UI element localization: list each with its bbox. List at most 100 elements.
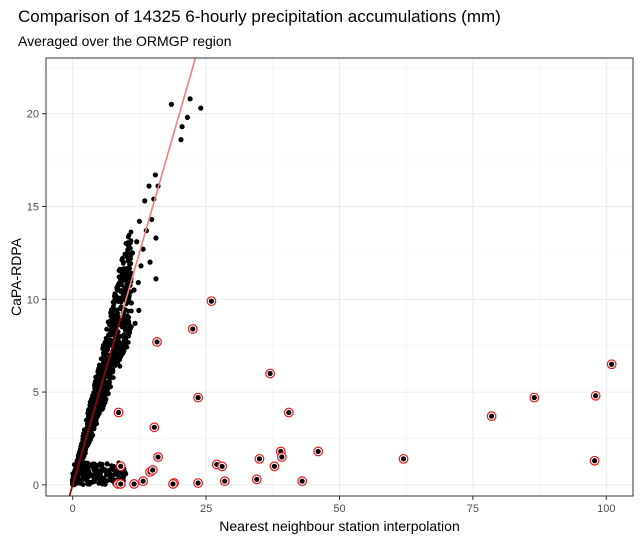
chart-subtitle: Averaged over the ORMGP region xyxy=(18,33,232,49)
outlier-point xyxy=(254,476,260,482)
outlier-point xyxy=(267,370,273,377)
cluster-point xyxy=(128,256,134,262)
cluster-point xyxy=(109,329,115,335)
outlier-point xyxy=(593,393,599,399)
tail-point xyxy=(131,287,137,293)
outlier-point xyxy=(400,456,407,462)
cluster-point xyxy=(110,299,116,305)
cluster-point xyxy=(92,417,98,422)
cluster-point xyxy=(89,473,95,479)
outlier-point xyxy=(531,395,537,401)
outlier-point xyxy=(131,481,137,487)
cluster-point xyxy=(98,468,104,474)
cluster-point xyxy=(114,472,120,478)
data-points xyxy=(70,96,617,489)
outlier-point xyxy=(286,409,292,416)
cluster-point xyxy=(100,350,106,356)
outlier-point xyxy=(279,454,285,460)
cluster-point xyxy=(118,297,123,303)
cluster-point xyxy=(71,462,77,468)
x-tick-label: 25 xyxy=(200,503,212,515)
cluster-point xyxy=(111,472,116,478)
cluster-point xyxy=(122,287,128,293)
cluster-point xyxy=(91,397,96,402)
y-tick-label: 15 xyxy=(27,201,39,213)
tail-point xyxy=(178,137,184,143)
outlier-point xyxy=(140,478,146,484)
outlier-point xyxy=(299,478,305,484)
outlier-point xyxy=(170,481,176,487)
outlier-point xyxy=(208,298,215,304)
y-tick-label: 10 xyxy=(27,294,39,306)
outlier-point xyxy=(118,481,124,487)
outlier-point xyxy=(155,454,161,460)
cluster-point xyxy=(124,251,130,257)
cluster-point xyxy=(92,479,97,484)
x-tick-label: 0 xyxy=(70,503,76,515)
cluster-point xyxy=(113,293,119,298)
cluster-point xyxy=(115,286,121,292)
cluster-point xyxy=(128,324,134,330)
outlier-point xyxy=(195,395,201,401)
cluster-point xyxy=(98,472,103,478)
tail-point xyxy=(129,250,136,256)
grid-lines xyxy=(46,58,633,496)
x-axis-label: Nearest neighbour station interpolation xyxy=(219,518,460,534)
cluster-point xyxy=(107,339,113,344)
tail-point xyxy=(125,328,131,334)
cluster-point xyxy=(117,348,123,354)
cluster-point xyxy=(110,375,116,380)
outlier-point xyxy=(115,409,122,416)
cluster-point xyxy=(97,461,103,467)
cluster-point xyxy=(119,344,124,350)
cluster-point xyxy=(79,442,84,447)
cluster-point xyxy=(126,308,131,314)
fit-line-group xyxy=(68,58,197,496)
outlier-point xyxy=(118,463,124,469)
cluster-point xyxy=(74,480,80,486)
tail-point xyxy=(147,259,153,265)
tail-point xyxy=(134,239,140,245)
outlier-point xyxy=(151,424,157,430)
cluster-point xyxy=(85,421,90,427)
outlier-point xyxy=(154,339,160,345)
cluster-point xyxy=(104,326,109,332)
cluster-point xyxy=(70,472,76,477)
cluster-point xyxy=(119,273,124,279)
cluster-point xyxy=(103,469,109,475)
cluster-point xyxy=(121,317,127,323)
cluster-point xyxy=(119,257,125,263)
cluster-point xyxy=(110,365,116,371)
cluster-point xyxy=(94,469,99,475)
outlier-point xyxy=(256,456,263,462)
cluster-point xyxy=(89,405,95,411)
cluster-point xyxy=(110,464,116,470)
cluster-point xyxy=(126,320,132,326)
outlier-point xyxy=(150,467,156,473)
cluster-point xyxy=(93,374,98,380)
cluster-point xyxy=(97,477,102,482)
cluster-point xyxy=(120,277,126,283)
cluster-point xyxy=(100,480,106,485)
cluster-point xyxy=(85,481,91,487)
cluster-point xyxy=(104,461,110,467)
x-tick-label: 75 xyxy=(467,503,479,515)
cluster-point xyxy=(92,379,98,385)
cluster-point xyxy=(97,362,102,368)
tail-point xyxy=(179,124,185,130)
cluster-point xyxy=(119,324,125,330)
cluster-point xyxy=(106,381,112,387)
cluster-point xyxy=(79,476,85,482)
x-axis-ticks: 0 25 50 75 100 xyxy=(70,496,615,515)
x-tick-label: 50 xyxy=(333,503,345,515)
cluster-point xyxy=(78,446,83,452)
cluster-point xyxy=(90,461,96,467)
cluster-point xyxy=(121,348,127,354)
cluster-point xyxy=(82,466,87,472)
tail-point xyxy=(128,300,134,306)
outlier-point xyxy=(222,478,228,484)
tail-point xyxy=(184,114,191,120)
cluster-point xyxy=(127,266,133,271)
y-tick-label: 5 xyxy=(33,387,39,399)
